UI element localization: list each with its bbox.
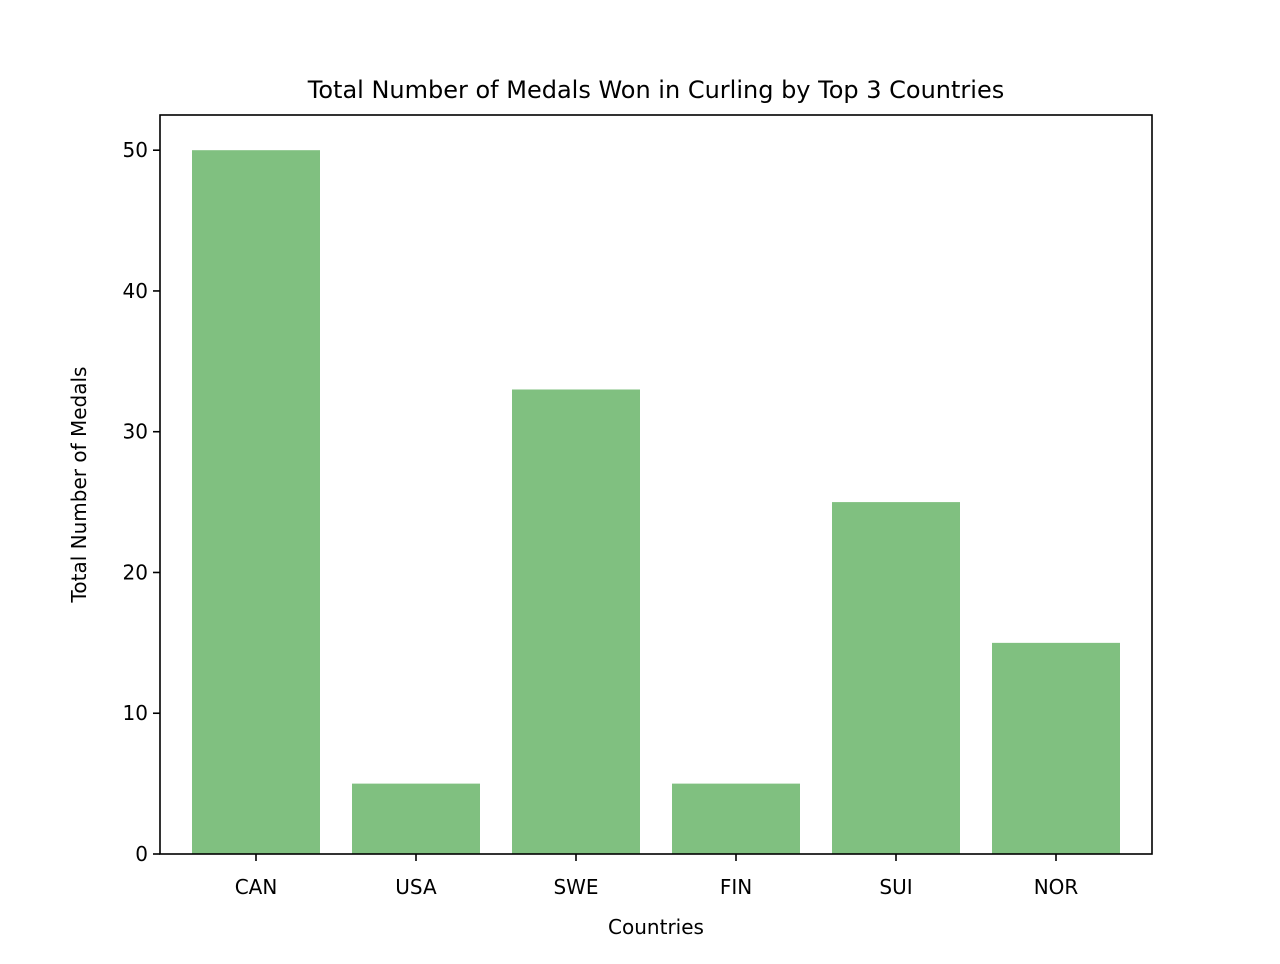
y-tick-label-30: 30 <box>123 420 148 444</box>
bar-usa <box>352 783 480 854</box>
x-tick-label-fin: FIN <box>720 875 752 899</box>
x-tick-label-can: CAN <box>235 875 278 899</box>
y-tick-label-40: 40 <box>123 279 148 303</box>
bar-swe <box>512 389 640 854</box>
y-tick-label-0: 0 <box>135 842 148 866</box>
y-tick-label-10: 10 <box>123 701 148 725</box>
x-tick-label-swe: SWE <box>553 875 598 899</box>
y-tick-label-50: 50 <box>123 138 148 162</box>
bar-fin <box>672 783 800 854</box>
axes-frame <box>159 114 1153 855</box>
x-tick-label-nor: NOR <box>1034 875 1079 899</box>
bar-can <box>192 150 320 854</box>
bar-sui <box>832 502 960 854</box>
x-tick-label-sui: SUI <box>879 875 912 899</box>
chart-title: Total Number of Medals Won in Curling by… <box>307 76 1004 104</box>
x-axis-label: Countries <box>608 915 704 939</box>
y-tick-label-20: 20 <box>123 560 148 584</box>
x-tick-label-usa: USA <box>395 875 437 899</box>
plot-area: 0 10 20 30 40 50 CAN USA SWE FIN SUI NOR <box>123 114 1153 899</box>
bar-nor <box>992 642 1120 854</box>
y-axis-label: Total Number of Medals <box>67 367 91 604</box>
